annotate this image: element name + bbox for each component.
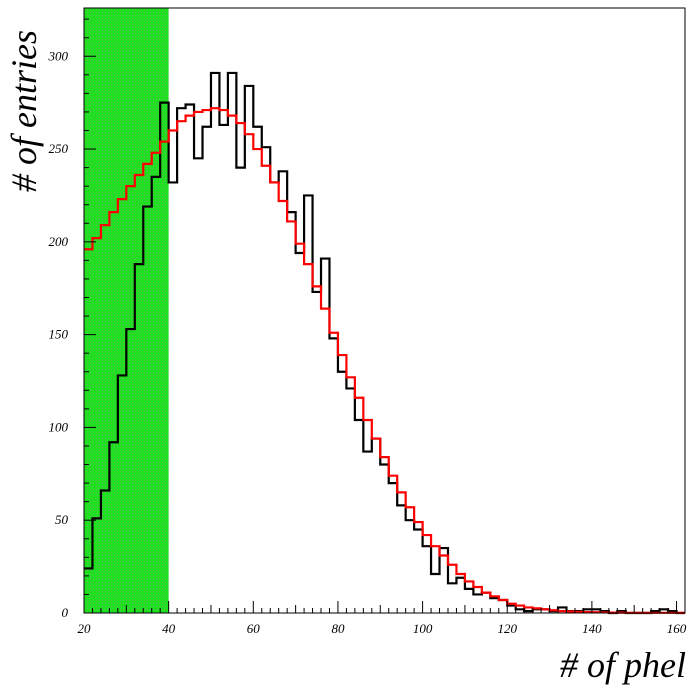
y-tick-label: 150 (49, 327, 69, 342)
x-tick-label: 140 (582, 621, 602, 636)
y-tick-label: 300 (48, 48, 69, 63)
shaded-region-layer (84, 8, 169, 613)
x-tick-label: 160 (667, 621, 687, 636)
plot-frame (83, 7, 686, 614)
series-line-1 (84, 71, 685, 615)
series-layer (84, 71, 685, 615)
y-tick-label: 200 (49, 234, 69, 249)
x-tick-label: 120 (497, 621, 517, 636)
axes-layer (83, 7, 686, 614)
x-tick-label: 80 (331, 621, 345, 636)
x-tick-label: 20 (78, 621, 92, 636)
x-axis-title: # of phel (560, 645, 686, 685)
shaded-region (84, 8, 169, 613)
y-tick-label: 50 (55, 512, 69, 527)
y-tick-label: 250 (49, 141, 69, 156)
tick-layer: 20 40 60 80 100 120 140 160 0 50 100 150 200 250 300 (48, 18, 687, 636)
y-tick-label: 100 (49, 419, 69, 434)
y-tick-label: 0 (62, 605, 69, 620)
x-tick-label: 40 (162, 621, 176, 636)
series-line-2 (84, 107, 685, 614)
y-axis-title: # of entries (4, 30, 44, 192)
x-tick-label: 100 (413, 621, 433, 636)
x-tick-label: 60 (247, 621, 261, 636)
